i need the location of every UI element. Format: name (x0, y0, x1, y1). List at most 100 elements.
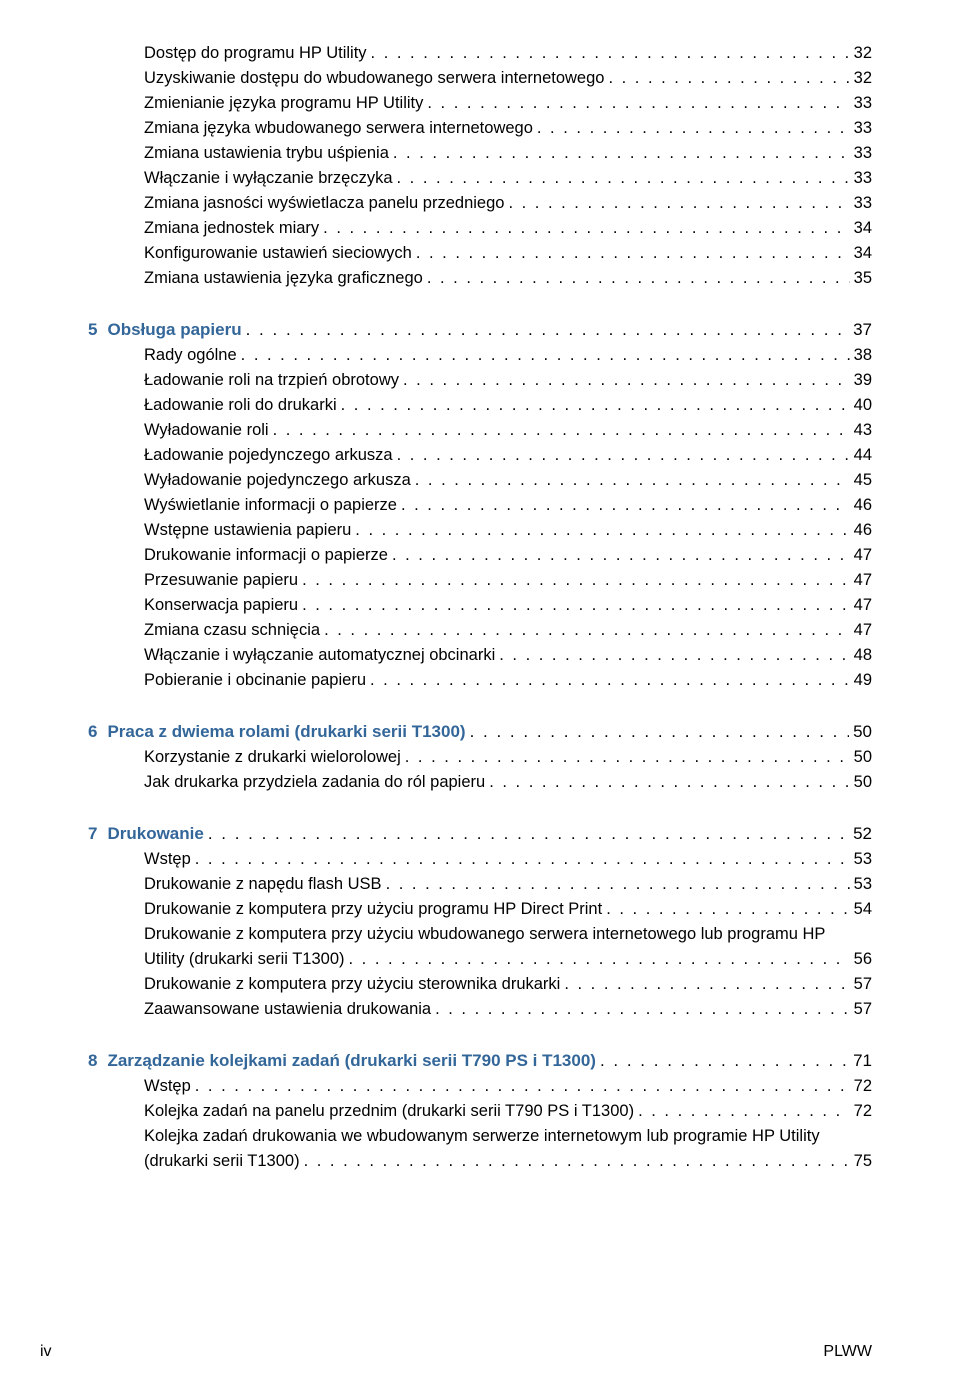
toc-entry-page: 35 (854, 269, 872, 288)
toc-entry-label: Utility (drukarki serii T1300) (88, 950, 345, 969)
toc-leader-dots: . . . . . . . . . . . . . . . . . . . . … (241, 346, 850, 365)
toc-entry: Zmiana ustawienia języka graficznego. . … (88, 269, 872, 288)
toc-leader-dots: . . . . . . . . . . . . . . . . . . . . … (246, 320, 849, 340)
toc-entry-page: 32 (854, 44, 872, 63)
toc-leader-dots: . . . . . . . . . . . . . . . . . . . . … (470, 722, 849, 742)
toc-entry: Uzyskiwanie dostępu do wbudowanego serwe… (88, 69, 872, 88)
toc-leader-dots: . . . . . . . . . . . . . . . . . . . . … (405, 748, 850, 767)
toc-entry: Zaawansowane ustawienia drukowania. . . … (88, 1000, 872, 1019)
toc-entry-page: 32 (854, 69, 872, 88)
toc-entry-label: Drukowanie z komputera przy użyciu stero… (88, 975, 560, 994)
toc-heading-number: 7 (88, 824, 97, 843)
toc-entry-label: Dostęp do programu HP Utility (88, 44, 367, 63)
toc-heading: 8Zarządzanie kolejkami zadań (drukarki s… (88, 1051, 872, 1071)
toc-leader-dots: . . . . . . . . . . . . . . . . . . . . … (564, 975, 849, 994)
footer-brand: PLWW (823, 1343, 872, 1361)
toc-leader-dots: . . . . . . . . . . . . . . . . . . . . … (341, 396, 850, 415)
toc-entry-page: 45 (854, 471, 872, 490)
toc-leader-dots: . . . . . . . . . . . . . . . . . . . . … (393, 144, 850, 163)
toc-entry: Zmiana jasności wyświetlacza panelu prze… (88, 194, 872, 213)
toc-leader-dots: . . . . . . . . . . . . . . . . . . . . … (606, 900, 849, 919)
toc-entry-continuation: Utility (drukarki serii T1300). . . . . … (88, 950, 872, 969)
toc-leader-dots: . . . . . . . . . . . . . . . . . . . . … (435, 1000, 850, 1019)
toc-leader-dots: . . . . . . . . . . . . . . . . . . . . … (397, 169, 850, 188)
toc-entry-label: Ładowanie roli na trzpień obrotowy (88, 371, 399, 390)
toc-entry-label: Zaawansowane ustawienia drukowania (88, 1000, 431, 1019)
toc-entry: Wyładowanie pojedynczego arkusza. . . . … (88, 471, 872, 490)
toc-page: Dostęp do programu HP Utility . . . . . .… (0, 0, 960, 1391)
toc-entry-label: Drukowanie z komputera przy użyciu progr… (88, 900, 602, 919)
toc-entry-label: Drukowanie z komputera przy użyciu wbudo… (88, 925, 825, 944)
toc-entry-page: 34 (854, 219, 872, 238)
toc-entry-page: 33 (854, 119, 872, 138)
toc-heading-label: 5 Obsługa papieru (88, 320, 242, 340)
page-footer: iv PLWW (40, 1343, 872, 1361)
toc-entry-page: 47 (854, 571, 872, 590)
toc-heading: 6Praca z dwiema rolami (drukarki serii T… (88, 722, 872, 742)
toc-entry-page: 48 (854, 646, 872, 665)
toc-entry: Zmiana czasu schnięcia. . . . . . . . . … (88, 621, 872, 640)
toc-section: 7Drukowanie. . . . . . . . . . . . . . .… (88, 824, 872, 1019)
toc-entry: Drukowanie z komputera przy użyciu wbudo… (88, 925, 872, 944)
toc-entry: Dostęp do programu HP Utility. . . . . .… (88, 44, 872, 63)
toc-leader-dots: . . . . . . . . . . . . . . . . . . . . … (195, 1077, 850, 1096)
toc-entry-page: 34 (854, 244, 872, 263)
toc-heading-page: 50 (853, 722, 872, 742)
toc-leader-dots: . . . . . . . . . . . . . . . . . . . . … (401, 496, 850, 515)
toc-entry-label: Zmiana jasności wyświetlacza panelu prze… (88, 194, 504, 213)
toc-entry-page: 46 (854, 496, 872, 515)
toc-leader-dots: . . . . . . . . . . . . . . . . . . . . … (355, 521, 849, 540)
toc-entry-label: (drukarki serii T1300) (88, 1152, 300, 1171)
toc-entry-page: 33 (854, 169, 872, 188)
toc-heading: 5 Obsługa papieru . . . . . . . . . . . . … (88, 320, 872, 340)
toc-entry-label: Wstępne ustawienia papieru (88, 521, 351, 540)
toc-entry-page: 75 (854, 1152, 872, 1171)
toc-entry-page: 33 (854, 144, 872, 163)
toc-section: 5Obsługa papieru. . . . . . . . . . . . … (88, 320, 872, 690)
toc-entry-label: Wyładowanie pojedynczego arkusza (88, 471, 411, 490)
toc-leader-dots: . . . . . . . . . . . . . . . . . . . . … (608, 69, 849, 88)
toc-entry: Wyładowanie roli. . . . . . . . . . . . … (88, 421, 872, 440)
toc-entry: Konfigurowanie ustawień sieciowych. . . … (88, 244, 872, 263)
toc-entry: Ładowanie roli do drukarki. . . . . . . … (88, 396, 872, 415)
toc-leader-dots: . . . . . . . . . . . . . . . . . . . . … (370, 671, 850, 690)
toc-entry-page: 33 (854, 194, 872, 213)
toc-container: Dostęp do programu HP Utility . . . . . .… (88, 44, 872, 1171)
toc-leader-dots: . . . . . . . . . . . . . . . . . . . . … (489, 773, 849, 792)
toc-entry: Drukowanie z napędu flash USB. . . . . .… (88, 875, 872, 894)
toc-leader-dots: . . . . . . . . . . . . . . . . . . . . … (208, 824, 849, 844)
toc-leader-dots: . . . . . . . . . . . . . . . . . . . . … (427, 269, 850, 288)
toc-entry: Jak drukarka przydziela zadania do ról p… (88, 773, 872, 792)
toc-entry-page: 33 (854, 94, 872, 113)
toc-entry-label: Wyładowanie roli (88, 421, 269, 440)
toc-leader-dots: . . . . . . . . . . . . . . . . . . . . … (415, 471, 850, 490)
toc-entry: Pobieranie i obcinanie papieru. . . . . … (88, 671, 872, 690)
toc-entry: Zmiana języka wbudowanego serwera intern… (88, 119, 872, 138)
toc-entry-page: 47 (854, 596, 872, 615)
toc-entry-label: Kolejka zadań na panelu przednim (drukar… (88, 1102, 634, 1121)
toc-leader-dots: . . . . . . . . . . . . . . . . . . . . … (600, 1051, 849, 1071)
toc-entry-label: Uzyskiwanie dostępu do wbudowanego serwe… (88, 69, 604, 88)
toc-entry: Ładowanie pojedynczego arkusza. . . . . … (88, 446, 872, 465)
toc-leader-dots: . . . . . . . . . . . . . . . . . . . . … (302, 571, 850, 590)
toc-leader-dots: . . . . . . . . . . . . . . . . . . . . … (371, 44, 850, 63)
toc-leader-dots: . . . . . . . . . . . . . . . . . . . . … (403, 371, 850, 390)
toc-entry-label: Zmienianie języka programu HP Utility (88, 94, 423, 113)
toc-entry: Zmiana ustawienia trybu uśpienia. . . . … (88, 144, 872, 163)
toc-entry-label: Korzystanie z drukarki wielorolowej (88, 748, 401, 767)
toc-entry-label: Wstęp (88, 850, 191, 869)
toc-entry-page: 43 (854, 421, 872, 440)
toc-entry-label: Kolejka zadań drukowania we wbudowanym s… (88, 1127, 820, 1146)
toc-entry-label: Zmiana jednostek miary (88, 219, 319, 238)
toc-entry-label: Ładowanie pojedynczego arkusza (88, 446, 393, 465)
toc-entry: Wstępne ustawienia papieru. . . . . . . … (88, 521, 872, 540)
toc-heading-title: Obsługa papieru (107, 320, 241, 339)
toc-heading-page: 37 (853, 320, 872, 340)
toc-heading-number: 8 (88, 1051, 97, 1070)
toc-heading-number: 5 (88, 320, 97, 339)
toc-leader-dots: . . . . . . . . . . . . . . . . . . . . … (499, 646, 849, 665)
toc-entry: Ładowanie roli na trzpień obrotowy. . . … (88, 371, 872, 390)
toc-leader-dots: . . . . . . . . . . . . . . . . . . . . … (392, 546, 850, 565)
toc-leader-dots: . . . . . . . . . . . . . . . . . . . . … (273, 421, 850, 440)
toc-section: 6Praca z dwiema rolami (drukarki serii T… (88, 722, 872, 792)
